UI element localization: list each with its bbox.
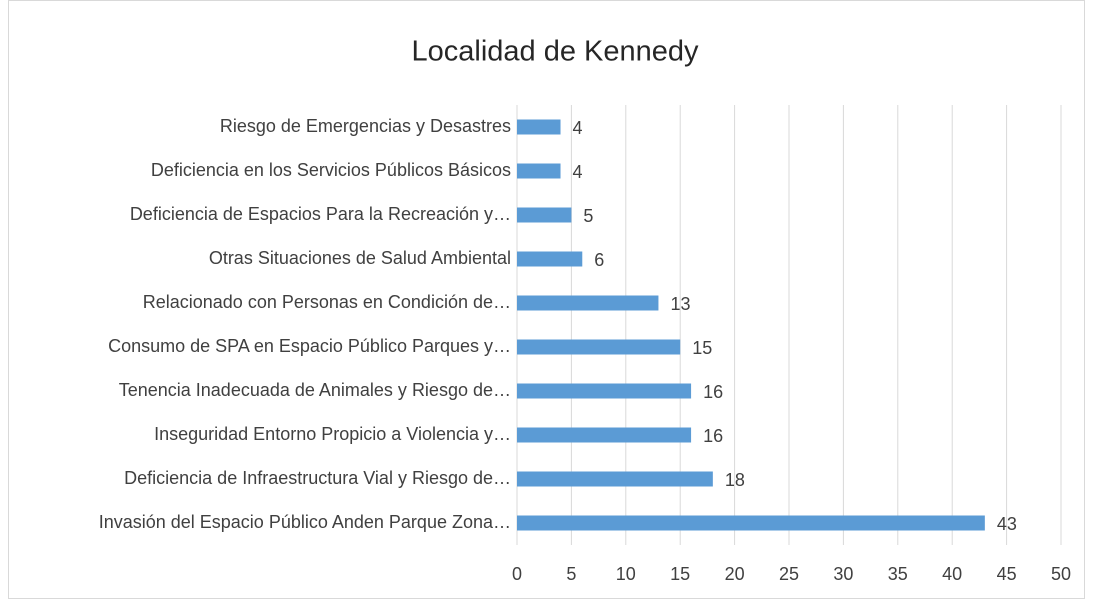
data-label: 4: [573, 118, 583, 138]
data-label: 16: [703, 426, 723, 446]
data-label: 13: [670, 294, 690, 314]
bar: [517, 119, 561, 135]
data-label: 5: [583, 206, 593, 226]
y-tick-label: Deficiencia de Infraestructura Vial y Ri…: [124, 468, 511, 488]
y-tick-label: Relacionado con Personas en Condición de…: [143, 292, 511, 312]
x-tick-label: 0: [512, 564, 522, 584]
data-label: 43: [997, 514, 1017, 534]
x-tick-label: 10: [616, 564, 636, 584]
data-label: 16: [703, 382, 723, 402]
bar: [517, 339, 681, 355]
x-tick-label: 5: [566, 564, 576, 584]
y-tick-label: Inseguridad Entorno Propicio a Violencia…: [154, 424, 511, 444]
x-tick-label: 15: [670, 564, 690, 584]
y-tick-label: Tenencia Inadecuada de Animales y Riesgo…: [119, 380, 511, 400]
chart-title: Localidad de Kennedy: [411, 36, 699, 68]
data-label: 4: [573, 162, 583, 182]
bar: [517, 471, 713, 487]
x-tick-label: 20: [725, 564, 745, 584]
bar: [517, 383, 692, 399]
data-label: 18: [725, 470, 745, 490]
x-tick-label: 35: [888, 564, 908, 584]
bar: [517, 251, 583, 267]
x-tick-label: 40: [942, 564, 962, 584]
x-tick-label: 50: [1051, 564, 1071, 584]
bar: [517, 515, 985, 531]
y-tick-label: Invasión del Espacio Público Anden Parqu…: [99, 512, 511, 532]
data-label: 6: [594, 250, 604, 270]
y-tick-label: Riesgo de Emergencias y Desastres: [220, 116, 511, 136]
x-tick-label: 30: [833, 564, 853, 584]
bar: [517, 207, 572, 223]
bar: [517, 163, 561, 179]
y-tick-label: Otras Situaciones de Salud Ambiental: [209, 248, 511, 268]
y-tick-label: Deficiencia de Espacios Para la Recreaci…: [130, 204, 511, 224]
x-tick-label: 45: [997, 564, 1017, 584]
bar: [517, 427, 692, 443]
y-tick-label: Consumo de SPA en Espacio Público Parque…: [108, 336, 511, 356]
x-tick-label: 25: [779, 564, 799, 584]
y-tick-label: Deficiencia en los Servicios Públicos Bá…: [151, 160, 511, 180]
data-label: 15: [692, 338, 712, 358]
bar: [517, 295, 659, 311]
